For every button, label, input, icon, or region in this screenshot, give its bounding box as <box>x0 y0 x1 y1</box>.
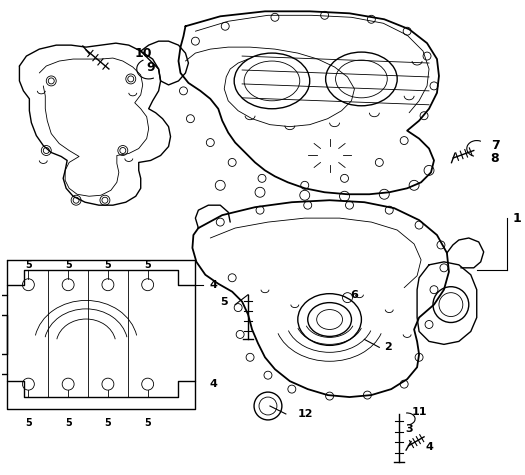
Text: 11: 11 <box>411 407 427 417</box>
Text: 7: 7 <box>491 139 499 152</box>
Text: 5: 5 <box>65 418 71 428</box>
Text: 6: 6 <box>351 290 359 300</box>
Text: 4: 4 <box>209 379 217 389</box>
Text: 12: 12 <box>298 409 313 419</box>
Text: 5: 5 <box>25 260 31 270</box>
Text: 8: 8 <box>491 152 499 165</box>
Text: 3: 3 <box>405 424 413 434</box>
Text: 5: 5 <box>144 260 151 270</box>
Text: 10: 10 <box>135 47 152 59</box>
Text: 5: 5 <box>220 296 228 307</box>
Text: 5: 5 <box>25 418 31 428</box>
Text: 9: 9 <box>146 60 155 74</box>
Text: 1: 1 <box>512 212 521 225</box>
Text: 4: 4 <box>425 442 433 452</box>
Text: 2: 2 <box>384 342 392 352</box>
Text: 5: 5 <box>144 418 151 428</box>
Text: 5: 5 <box>65 260 71 270</box>
Text: 5: 5 <box>104 260 111 270</box>
Text: 5: 5 <box>104 418 111 428</box>
Text: 4: 4 <box>209 280 217 290</box>
